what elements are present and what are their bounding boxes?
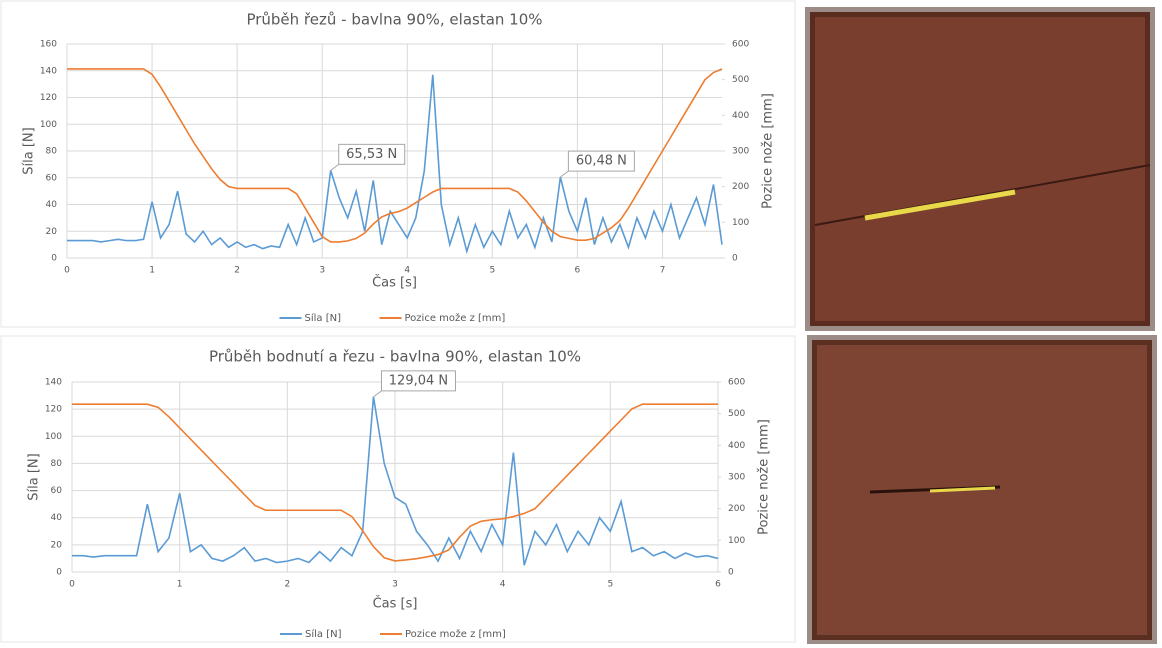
y2-tick-label: 500 — [728, 409, 745, 419]
x-tick-label: 7 — [660, 266, 666, 276]
x-tick-label: 2 — [234, 266, 240, 276]
series-line — [72, 396, 719, 566]
cut-highlight — [864, 189, 1016, 221]
y2-tick-label: 100 — [728, 536, 745, 546]
y-tick-label: 120 — [45, 405, 62, 415]
y-axis-label: Síla [N] — [27, 453, 42, 500]
cut-highlight — [929, 486, 996, 493]
y2-tick-label: 0 — [728, 568, 734, 578]
y2-tick-label: 0 — [732, 254, 738, 264]
y2-tick-label: 400 — [732, 111, 749, 121]
series-line — [67, 68, 723, 243]
x-axis-label: Čas [s] — [373, 596, 418, 612]
annotation: 60,48 N — [560, 150, 635, 178]
y2-axis-label: Pozice nože [mm] — [761, 93, 776, 209]
y-tick-label: 80 — [46, 147, 58, 157]
x-tick-label: 1 — [177, 580, 183, 590]
y-axis-label: Síla [N] — [22, 127, 37, 174]
x-tick-label: 4 — [500, 580, 506, 590]
y-tick-label: 40 — [51, 513, 63, 523]
y-tick-label: 60 — [51, 486, 63, 496]
y-tick-label: 120 — [40, 93, 57, 103]
x-tick-label: 0 — [64, 266, 70, 276]
y-tick-label: 140 — [40, 66, 57, 76]
y2-tick-label: 300 — [728, 473, 745, 483]
annotation-box — [567, 150, 635, 172]
x-tick-label: 5 — [489, 266, 495, 276]
x-tick-label: 3 — [392, 580, 398, 590]
legend-label: Síla [N] — [305, 312, 342, 324]
annotation-leader — [330, 163, 340, 171]
y-tick-label: 140 — [45, 378, 62, 388]
legend-label: Pozice može z [mm] — [405, 628, 506, 640]
x-tick-label: 6 — [575, 266, 581, 276]
y-tick-label: 40 — [46, 200, 58, 210]
y-tick-label: 0 — [56, 568, 62, 578]
y-tick-label: 100 — [45, 432, 62, 442]
series-line — [72, 403, 718, 562]
legend-label: Pozice može z [mm] — [405, 312, 506, 324]
legend-label: Síla [N] — [305, 628, 342, 640]
fabric-edge — [807, 335, 1157, 645]
y2-tick-label: 300 — [732, 147, 749, 157]
y2-axis-label: Pozice nože [mm] — [757, 419, 772, 535]
y2-tick-label: 500 — [732, 75, 749, 85]
annotation: 129,04 N — [373, 370, 456, 398]
x-tick-label: 0 — [69, 580, 75, 590]
annotation-box — [338, 143, 406, 165]
x-tick-label: 5 — [607, 580, 613, 590]
y2-tick-label: 100 — [732, 218, 749, 228]
y2-tick-label: 600 — [728, 378, 745, 388]
chart-frame — [0, 0, 796, 328]
annotation-text: 129,04 N — [389, 373, 448, 388]
photo-top — [805, 7, 1155, 331]
fabric-edge — [805, 7, 1155, 331]
annotation-leader — [560, 170, 569, 178]
y2-tick-label: 600 — [732, 40, 749, 50]
x-tick-label: 4 — [404, 266, 410, 276]
series-line — [67, 74, 723, 255]
chart-title: Průběh řezů - bavlna 90%, elastan 10% — [246, 11, 542, 29]
y2-tick-label: 200 — [732, 182, 749, 192]
y2-tick-label: 400 — [728, 441, 745, 451]
chart-frame — [0, 335, 796, 643]
x-tick-label: 2 — [284, 580, 290, 590]
y-tick-label: 20 — [51, 540, 63, 550]
annotation-box — [380, 370, 456, 392]
annotation-leader — [373, 390, 382, 398]
y-tick-label: 80 — [51, 459, 63, 469]
y-tick-label: 0 — [51, 254, 57, 264]
x-axis-label: Čas [s] — [372, 275, 417, 291]
y-tick-label: 60 — [46, 173, 58, 183]
x-tick-label: 3 — [319, 266, 325, 276]
annotation: 65,53 N — [330, 143, 406, 171]
x-tick-label: 1 — [149, 266, 155, 276]
y2-tick-label: 200 — [728, 504, 745, 514]
annotation-text: 60,48 N — [576, 154, 627, 169]
chart-title: Průběh bodnutí a řezu - bavlna 90%, elas… — [209, 348, 581, 366]
y-tick-label: 160 — [40, 40, 57, 50]
y-tick-label: 20 — [46, 227, 58, 237]
fabric — [810, 12, 1150, 326]
photo-bottom — [807, 335, 1157, 645]
x-tick-label: 6 — [715, 580, 721, 590]
y-tick-label: 100 — [40, 120, 57, 130]
annotation-text: 65,53 N — [346, 147, 397, 162]
